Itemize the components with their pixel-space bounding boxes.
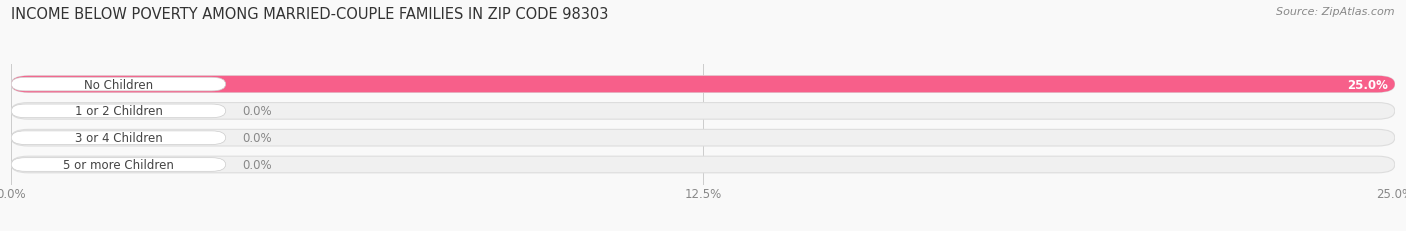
Text: No Children: No Children [84,78,153,91]
Text: 1 or 2 Children: 1 or 2 Children [75,105,163,118]
Text: 0.0%: 0.0% [242,132,271,145]
FancyBboxPatch shape [11,131,226,145]
FancyBboxPatch shape [11,76,1395,93]
FancyBboxPatch shape [11,76,1395,93]
Text: 0.0%: 0.0% [242,105,271,118]
FancyBboxPatch shape [11,103,1395,120]
Text: INCOME BELOW POVERTY AMONG MARRIED-COUPLE FAMILIES IN ZIP CODE 98303: INCOME BELOW POVERTY AMONG MARRIED-COUPL… [11,7,609,22]
FancyBboxPatch shape [11,157,1395,173]
FancyBboxPatch shape [11,130,1395,146]
Text: Source: ZipAtlas.com: Source: ZipAtlas.com [1277,7,1395,17]
FancyBboxPatch shape [11,78,226,91]
Text: 0.0%: 0.0% [242,158,271,171]
Text: 5 or more Children: 5 or more Children [63,158,174,171]
FancyBboxPatch shape [11,158,226,172]
Text: 25.0%: 25.0% [1347,78,1388,91]
Text: 3 or 4 Children: 3 or 4 Children [75,132,162,145]
FancyBboxPatch shape [11,105,226,118]
